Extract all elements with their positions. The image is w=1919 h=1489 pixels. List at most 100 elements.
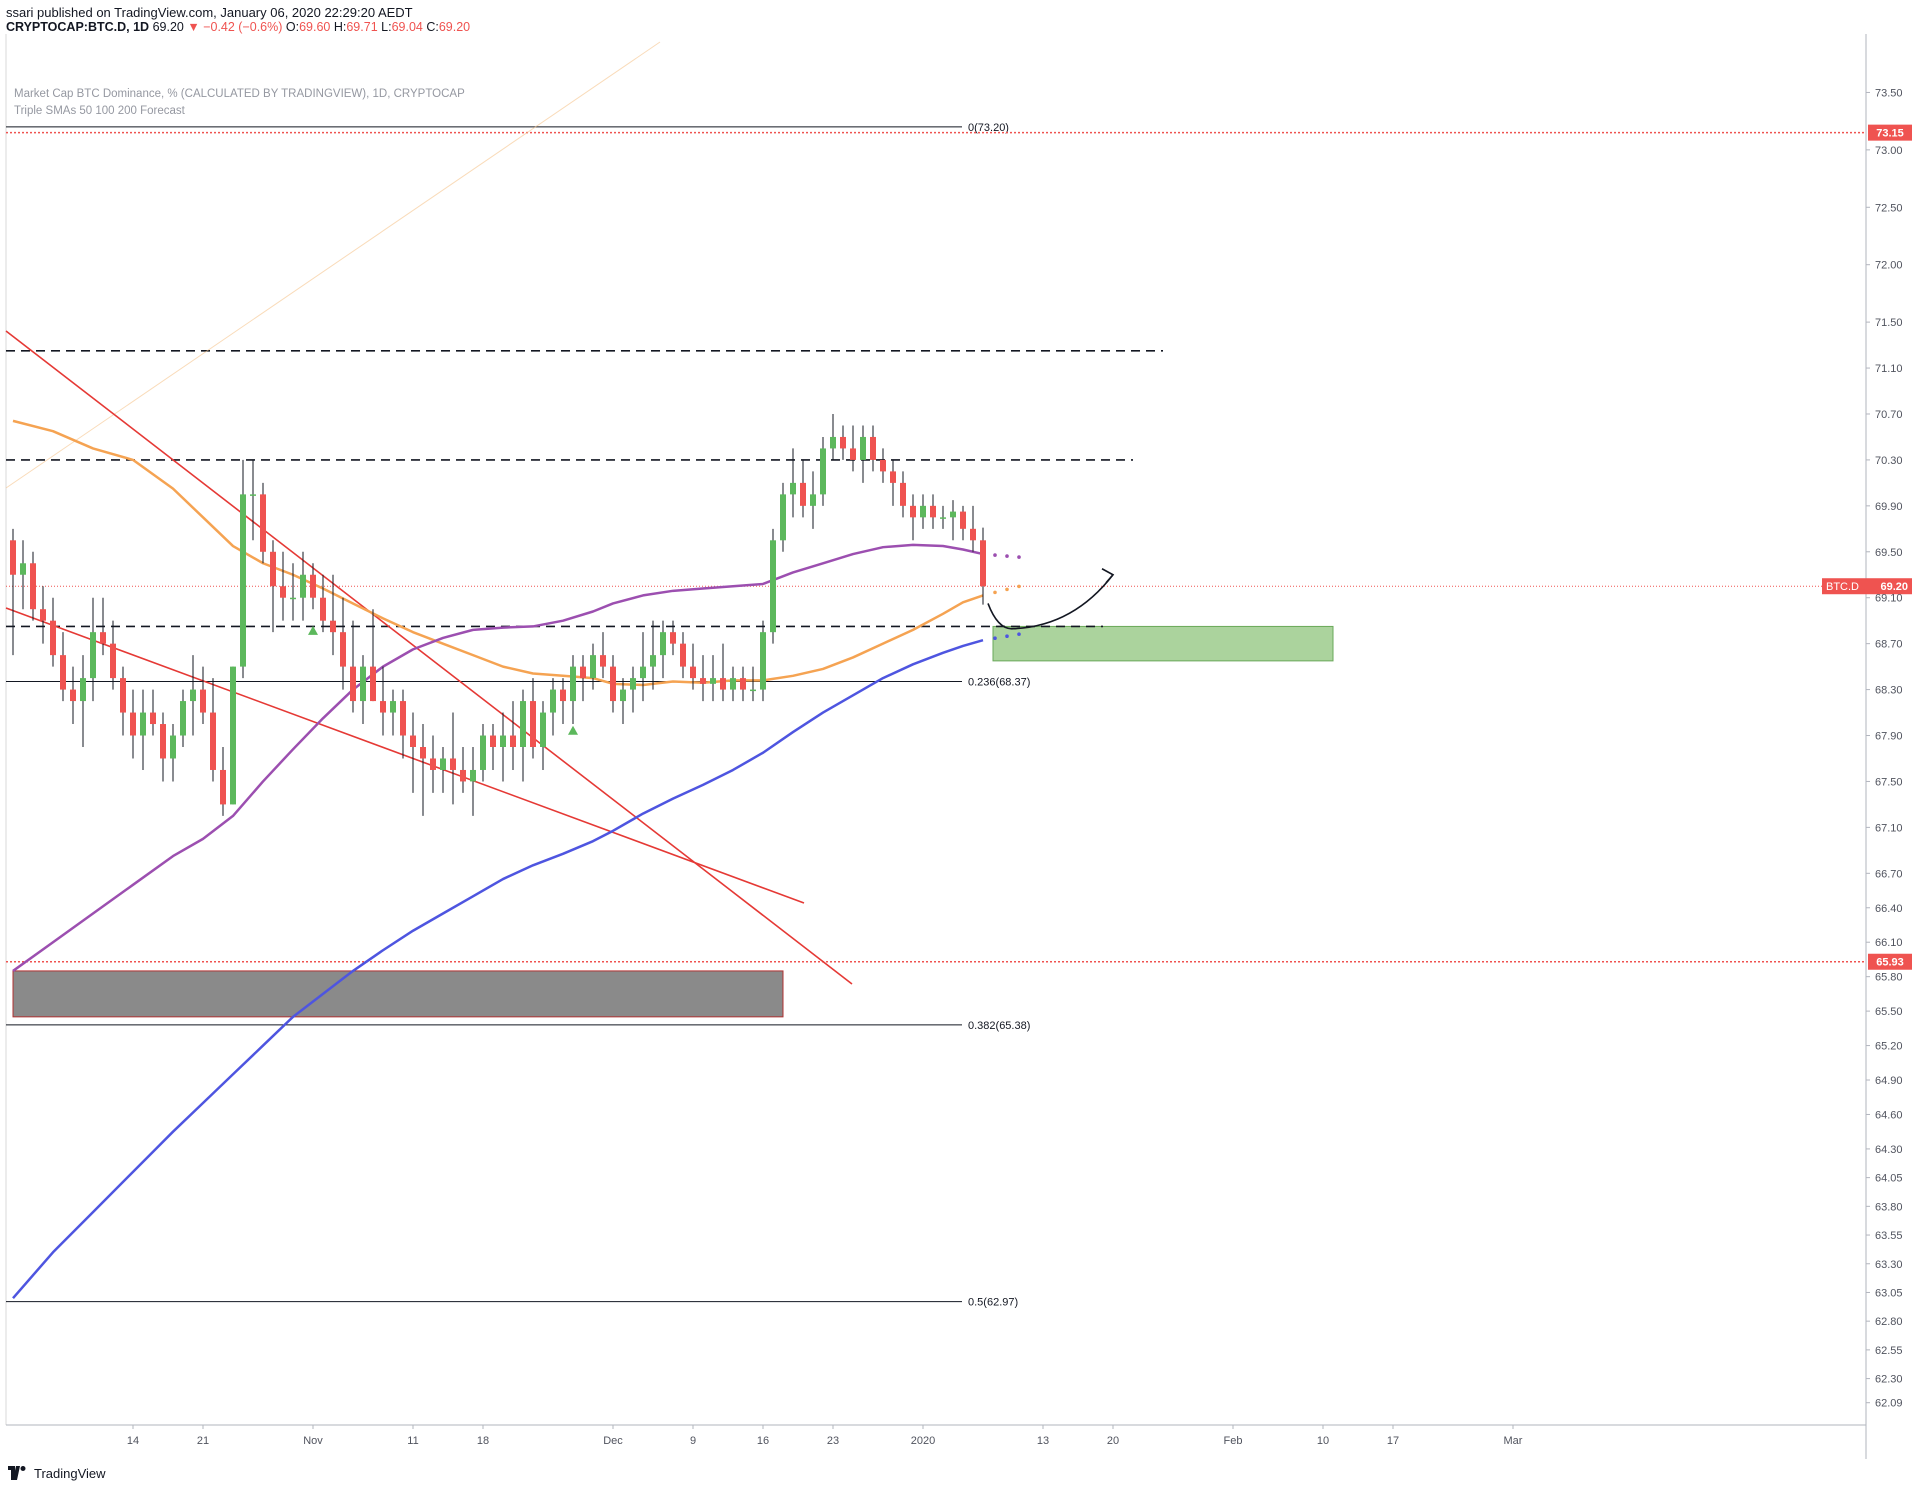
sma-forecast-dot <box>993 636 997 641</box>
candle-body <box>220 769 226 805</box>
candle-body <box>270 551 276 587</box>
publisher-line: ssari published on TradingView.com, Janu… <box>6 5 413 20</box>
downtrend-line-shallow <box>5 607 805 904</box>
high-value: 69.71 <box>346 20 378 34</box>
y-tick-label: 73.00 <box>1875 145 1903 157</box>
y-tick-label: 63.80 <box>1875 1201 1903 1213</box>
sma-100-line <box>12 543 984 972</box>
sma-forecast-dot <box>1005 554 1009 558</box>
candle-body <box>460 769 466 782</box>
x-tick-label: 17 <box>1387 1435 1399 1447</box>
price-change: −0.42 (−0.6%) <box>203 20 283 34</box>
candle-body <box>520 701 526 747</box>
candle-body <box>800 482 806 506</box>
buy-signal-icon <box>568 725 578 735</box>
y-tick-label: 63.30 <box>1875 1259 1903 1271</box>
candle-body <box>320 597 326 621</box>
candle-body <box>280 586 286 598</box>
sma-50-line <box>12 419 984 687</box>
candle-body <box>400 701 406 736</box>
candle-body <box>370 666 376 702</box>
candle-body <box>840 436 846 449</box>
tradingview-logo-icon <box>8 1466 28 1480</box>
candle-body <box>600 655 606 667</box>
y-tick-label: 64.90 <box>1875 1075 1903 1087</box>
chart-header: ssari published on TradingView.com, Janu… <box>0 0 1919 34</box>
candle-body <box>720 678 726 690</box>
candle-body <box>850 448 856 460</box>
candle-body <box>610 666 616 702</box>
sma-forecast-dot <box>1005 587 1009 592</box>
legend-title: Market Cap BTC Dominance, % (CALCULATED … <box>14 88 465 100</box>
candle-body <box>20 563 26 575</box>
y-tick-label: 62.09 <box>1875 1398 1903 1410</box>
candle-body <box>650 655 656 667</box>
chart-area[interactable]: 0(73.20) 0.236(68.37) 0.382(65.38) 0.5(62.9… <box>0 34 1919 1459</box>
candle-body <box>410 735 416 747</box>
candle-body <box>750 689 756 692</box>
y-tick-label: 63.05 <box>1875 1287 1903 1299</box>
candle-body <box>780 494 786 541</box>
price-tag <box>1868 124 1912 141</box>
y-tick-label: 66.40 <box>1875 903 1903 915</box>
x-tick-label: 2020 <box>911 1435 935 1447</box>
candle-body <box>310 574 316 598</box>
y-tick-label: 62.55 <box>1875 1345 1903 1357</box>
candle-body <box>870 436 876 460</box>
candle-body <box>140 712 146 736</box>
fib-level-label: 0(73.20) <box>968 122 1009 134</box>
sma-200-line <box>12 639 984 1300</box>
candle-body <box>880 459 886 472</box>
y-tick-label: 69.10 <box>1875 593 1903 605</box>
candle-body <box>640 666 646 679</box>
x-tick-label: Nov <box>303 1435 323 1447</box>
candle-body <box>560 689 566 702</box>
candle-body <box>810 494 816 506</box>
candle-body <box>740 678 746 690</box>
candle-body <box>700 678 706 684</box>
candle-body <box>770 540 776 633</box>
price-chart[interactable]: 0(73.20) 0.236(68.37) 0.382(65.38) 0.5(62.9… <box>0 34 1919 1459</box>
candle-body <box>50 620 56 656</box>
candle-body <box>890 471 896 483</box>
footer-brand-label: TradingView <box>34 1465 106 1481</box>
candle-body <box>620 689 626 702</box>
candle-body <box>290 597 296 600</box>
high-label: H: <box>333 20 347 34</box>
candle-body <box>100 632 106 644</box>
candle-body <box>980 540 986 587</box>
open-value: 69.60 <box>299 20 331 34</box>
y-tick-label: 65.80 <box>1875 972 1903 984</box>
x-tick-label: 11 <box>407 1435 418 1447</box>
candle-body <box>450 758 456 770</box>
change-arrow-icon: ▼ <box>187 20 200 34</box>
price-tag-label: 73.15 <box>1876 128 1904 140</box>
downtrend-line-steep <box>5 330 853 985</box>
ohlc-line: CRYPTOCAP:BTC.D, 1D 69.20 ▼ −0.42 (−0.6%… <box>6 20 470 34</box>
candle-body <box>130 712 136 736</box>
candle-body <box>180 701 186 736</box>
low-label: L: <box>381 20 392 34</box>
candle-body <box>360 666 366 702</box>
y-tick-label: 67.50 <box>1875 776 1903 788</box>
arrow-head-icon <box>1101 568 1115 584</box>
footer-brand: TradingView <box>8 1461 106 1485</box>
sma-forecast-dot <box>993 553 997 557</box>
candle-body <box>440 758 446 770</box>
candle-body <box>940 517 946 519</box>
candle-body <box>480 735 486 770</box>
candle-body <box>250 494 256 496</box>
y-tick-label: 67.90 <box>1875 731 1903 743</box>
sma-forecast-dot <box>1017 632 1021 637</box>
low-value: 69.04 <box>391 20 423 34</box>
x-tick-label: 14 <box>127 1435 139 1447</box>
sma-forecast-dot <box>1017 555 1021 559</box>
candle-body <box>910 505 916 518</box>
sma-forecast-dot <box>1017 584 1021 589</box>
candle-body <box>350 666 356 702</box>
candle-body <box>70 689 76 702</box>
y-tick-label: 72.00 <box>1875 260 1903 272</box>
candle-body <box>420 747 426 759</box>
y-tick-label: 70.30 <box>1875 455 1903 467</box>
y-tick-label: 62.80 <box>1875 1316 1903 1328</box>
